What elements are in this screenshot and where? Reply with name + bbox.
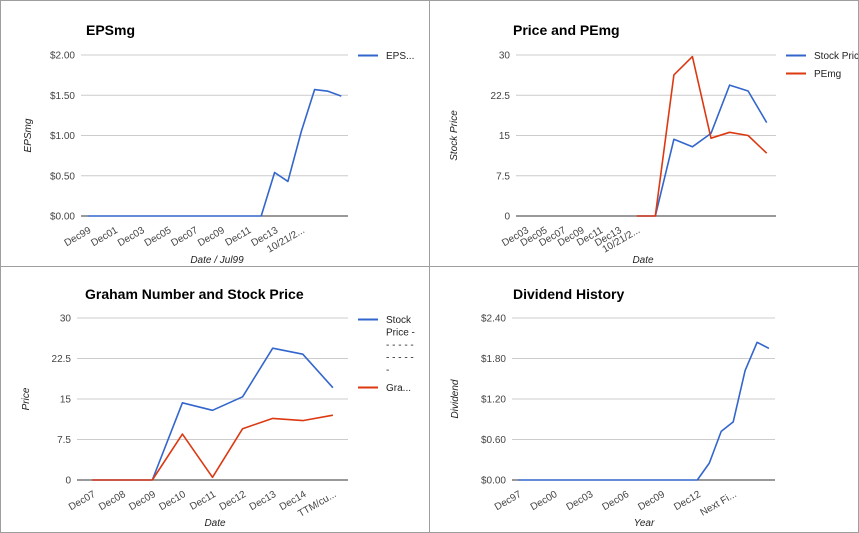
x-tick-label: Dec03: [116, 225, 147, 249]
y-tick-label: $0.00: [481, 476, 506, 487]
y-tick-label: 7.5: [57, 435, 71, 446]
y-tick-label: $0.00: [50, 212, 75, 223]
y-tick-label: $2.40: [481, 314, 506, 325]
dividend-chart-svg: Dividend History $0.00 $0.60 $1.20 $1.80 $2.4…: [450, 286, 775, 529]
series-line-1: [92, 414, 334, 481]
x-tick-label: Dec97: [493, 489, 524, 513]
x-tick-label: Dec07: [67, 489, 98, 513]
graham-chart-panel: Graham Number and Stock Price 0 7.5 15 22.5 3…: [0, 266, 430, 533]
y-axis-label: Stock Price: [449, 110, 460, 161]
y-tick-label: $0.50: [50, 171, 75, 182]
chart-1-group: Price and PEmg07.51522.530Dec03Dec05Dec0…: [449, 22, 859, 266]
legend-label: Price -: [386, 328, 415, 339]
series-line-0: [87, 88, 342, 217]
x-tick-label: Dec09: [196, 225, 227, 249]
legend-label: -: [386, 365, 389, 376]
y-tick-label: 22.5: [491, 91, 511, 102]
legend-label: PEmg: [814, 69, 841, 80]
x-tick-label: Dec11: [223, 225, 253, 249]
x-axis-label: Date / Jul99: [190, 255, 244, 266]
y-axis-label: EPSmg: [23, 118, 34, 152]
y-tick-label: $1.00: [50, 131, 75, 142]
chart-title: Dividend History: [513, 286, 624, 302]
y-axis-label: Dividend: [450, 379, 461, 418]
chart-3-group: Dividend History $0.00 $0.60 $1.20 $1.80 $2.4…: [450, 286, 775, 529]
price-pe-chart-panel: Price and PEmg 0 7.5 15 22.5 30 Dec03 Dec05 Dec0…: [429, 0, 859, 267]
x-tick-label: Dec01: [89, 225, 120, 249]
x-tick-label: Next Fi...: [699, 489, 739, 519]
x-tick-label: Dec13: [248, 489, 279, 513]
series-line-0: [518, 341, 770, 481]
price-pe-chart-svg: Price and PEmg07.51522.530Dec03Dec05Dec0…: [449, 22, 859, 266]
x-tick-label: Dec00: [529, 489, 560, 513]
x-tick-label: Dec05: [143, 225, 174, 249]
x-tick-label: Dec11: [188, 489, 218, 513]
eps-chart-panel: EPSmg $0.00 $0.50 $1.00 $1.50 $2.00 Dec99 Dec01…: [0, 0, 430, 267]
legend-label: Stock Price: [814, 51, 859, 62]
y-tick-label: $1.20: [481, 395, 506, 406]
x-tick-label: Dec12: [218, 489, 249, 513]
x-axis-label: Date: [632, 255, 654, 266]
y-tick-label: $0.60: [481, 435, 506, 446]
chart-title: Price and PEmg: [513, 22, 620, 38]
x-axis-label: Year: [634, 518, 655, 529]
legend-label: Stock: [386, 315, 412, 326]
series-line-1: [636, 55, 768, 217]
legend-label: EPS...: [386, 51, 414, 62]
x-tick-label: Dec03: [565, 489, 596, 513]
y-tick-label: 30: [499, 51, 511, 62]
dividend-chart-panel: Dividend History $0.00 $0.60 $1.20 $1.80 $2.4…: [429, 266, 859, 533]
y-axis-label: Price: [21, 387, 32, 410]
legend-label: - - - - -: [386, 353, 414, 364]
y-tick-label: 0: [504, 212, 510, 223]
legend-label: - - - - -: [386, 340, 414, 351]
chart-0-group: EPSmg $0.00 $0.50 $1.00 $1.50 $2.00 Dec99Dec01…: [23, 22, 414, 266]
legend-label: Gra...: [386, 383, 411, 394]
chart-title: EPSmg: [86, 22, 135, 38]
chart-2-group: Graham Number and Stock Price 0 7.5 15 22.5 3…: [21, 286, 415, 529]
x-tick-label: Dec08: [97, 489, 128, 513]
x-tick-label: Dec10: [157, 489, 188, 513]
y-tick-label: 0: [65, 476, 71, 487]
graham-chart-svg: Graham Number and Stock Price 0 7.5 15 22.5 3…: [21, 286, 415, 529]
y-tick-label: 7.5: [496, 171, 510, 182]
y-tick-label: $1.80: [481, 354, 506, 365]
y-tick-label: $1.50: [50, 91, 75, 102]
y-tick-label: 22.5: [52, 354, 72, 365]
y-tick-label: 30: [60, 314, 72, 325]
x-tick-label: Dec07: [169, 225, 200, 249]
x-tick-label: Dec06: [601, 489, 632, 513]
chart-title: Graham Number and Stock Price: [85, 286, 304, 302]
y-tick-label: $2.00: [50, 51, 75, 62]
eps-chart-svg: EPSmg $0.00 $0.50 $1.00 $1.50 $2.00 Dec99Dec01…: [23, 22, 414, 266]
y-tick-label: 15: [499, 131, 511, 142]
x-tick-label: Dec99: [63, 225, 94, 249]
series-line-0: [92, 347, 334, 481]
series-line-0: [636, 84, 768, 217]
x-tick-label: Dec09: [636, 489, 667, 513]
x-tick-label: Dec09: [127, 489, 158, 513]
y-tick-label: 15: [60, 395, 72, 406]
x-axis-label: Date: [204, 518, 226, 529]
